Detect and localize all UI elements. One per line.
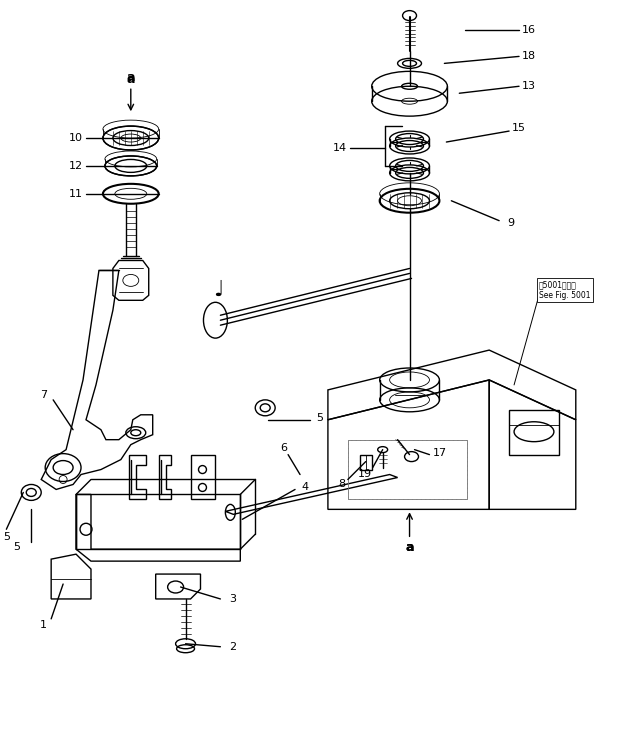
- Text: 19: 19: [358, 469, 372, 478]
- Text: 13: 13: [522, 81, 536, 91]
- Text: 12: 12: [69, 161, 83, 171]
- Text: 18: 18: [522, 52, 536, 61]
- Text: a: a: [405, 541, 414, 553]
- Text: 5: 5: [3, 532, 10, 542]
- Text: 10: 10: [69, 133, 83, 143]
- Text: 3: 3: [229, 594, 236, 604]
- Text: 16: 16: [522, 24, 536, 35]
- Text: 8: 8: [338, 480, 346, 489]
- Text: a: a: [126, 73, 135, 85]
- Text: 9: 9: [508, 217, 515, 228]
- Text: 14: 14: [333, 143, 347, 153]
- Text: a: a: [126, 71, 135, 84]
- Text: ♩: ♩: [213, 280, 223, 301]
- Text: 7: 7: [39, 390, 47, 400]
- Text: a: a: [405, 541, 414, 553]
- Text: 11: 11: [69, 189, 83, 199]
- Text: 4: 4: [302, 483, 308, 492]
- Text: 第5001図参照
See Fig. 5001: 第5001図参照 See Fig. 5001: [539, 281, 590, 300]
- Text: 5: 5: [13, 542, 20, 552]
- Text: 17: 17: [433, 447, 447, 458]
- Ellipse shape: [176, 639, 196, 649]
- Polygon shape: [225, 475, 397, 514]
- Text: 5: 5: [317, 413, 323, 423]
- Text: 1: 1: [39, 620, 47, 630]
- Text: 2: 2: [229, 642, 236, 652]
- Text: 6: 6: [281, 443, 288, 453]
- Text: 15: 15: [512, 123, 526, 133]
